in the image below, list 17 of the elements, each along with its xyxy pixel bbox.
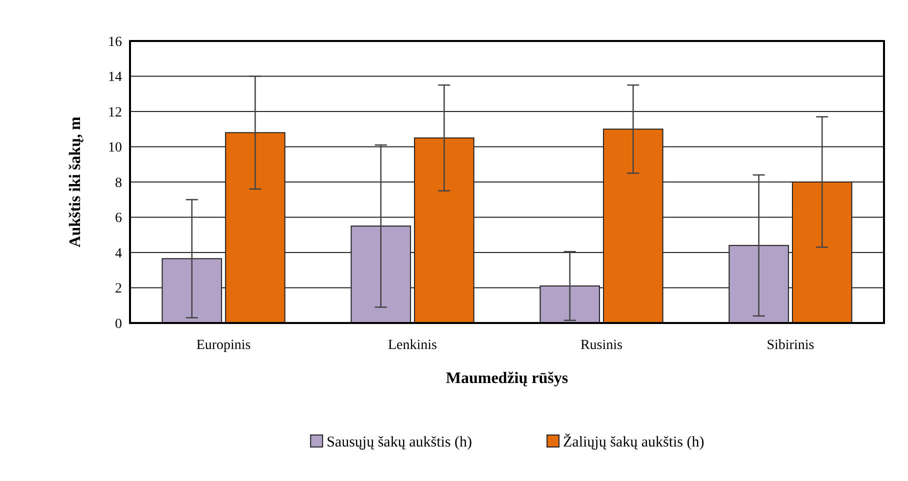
y-tick-label: 10 bbox=[108, 140, 122, 156]
y-tick-label: 8 bbox=[115, 176, 122, 191]
x-tick-label: Sibirinis bbox=[766, 338, 814, 353]
legend-label: Žaliųjų šakų aukštis (h) bbox=[563, 433, 704, 450]
y-tick-label: 12 bbox=[108, 105, 122, 120]
x-tick-label: Europinis bbox=[196, 338, 251, 353]
y-tick-label: 6 bbox=[115, 211, 122, 226]
x-tick-label: Lenkinis bbox=[388, 338, 438, 353]
y-tick-label: 2 bbox=[115, 282, 122, 297]
y-tick-label: 16 bbox=[108, 34, 122, 50]
y-axis-title: Aukštis iki šakų, m bbox=[67, 116, 84, 248]
legend-label: Sausųjų šakų aukštis (h) bbox=[326, 434, 472, 450]
x-axis-title: Maumedžių rūšys bbox=[446, 370, 568, 387]
x-tick-label: Rusinis bbox=[580, 338, 622, 353]
y-tick-label: 0 bbox=[115, 316, 122, 332]
y-tick-label: 14 bbox=[108, 70, 122, 86]
y-tick-label: 4 bbox=[115, 246, 122, 262]
